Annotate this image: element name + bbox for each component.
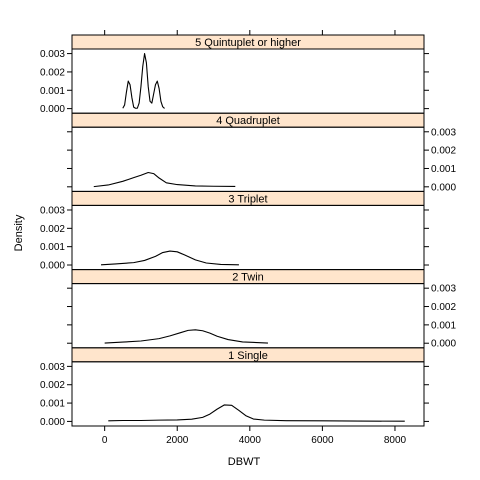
density-line-1-single (108, 404, 405, 422)
y-tick-label-1-single-3: 0.003 (40, 362, 65, 373)
plot-frame-4-quadruplet (71, 126, 425, 192)
density-line-3-triplet (100, 250, 239, 266)
y-tick-label-5-quintuplet-or-higher-3: 0.003 (40, 49, 65, 60)
y-tick-label-5-quintuplet-or-higher-0: 0.000 (40, 104, 65, 115)
strip-label-5-quintuplet-or-higher: 5 Quintuplet or higher (195, 37, 301, 49)
y-tick-label-1-single-2: 0.002 (40, 380, 65, 391)
y-tick-label-2-twin-2: 0.002 (431, 302, 456, 313)
x-tick-label-0: 0 (102, 435, 108, 446)
y-axis-label: Density (13, 214, 25, 251)
y-tick-label-2-twin-1: 0.001 (431, 320, 456, 331)
y-tick-label-3-triplet-3: 0.003 (40, 205, 65, 216)
y-tick-label-1-single-0: 0.000 (40, 417, 65, 428)
axes-layer: 0 2000 4000 6000 8000 (102, 30, 407, 446)
panel-3-triplet: 3 Triplet 0.000 0.001 0.002 0.003 (40, 190, 429, 272)
x-tick-label-2: 4000 (239, 435, 262, 446)
y-tick-label-4-quadruplet-2: 0.002 (431, 146, 456, 157)
y-tick-label-3-triplet-0: 0.000 (40, 261, 65, 272)
x-tick-label-1: 2000 (166, 435, 189, 446)
y-tick-label-3-triplet-1: 0.001 (40, 242, 65, 253)
y-tick-label-2-twin-3: 0.003 (431, 284, 456, 295)
panel-1-single: 1 Single 0.000 0.001 0.002 0.003 (40, 347, 429, 428)
x-axis-label: DBWT (228, 456, 261, 468)
panels-layer: 1 Single 0.000 0.001 0.002 0.003 2 Twin 0.000 0… (40, 34, 456, 428)
panel-4-quadruplet: 4 Quadruplet 0.000 0.001 0.002 0.003 (67, 112, 456, 193)
density-line-4-quadruplet (93, 171, 236, 188)
x-tick-label-3: 6000 (311, 435, 334, 446)
y-tick-label-1-single-1: 0.001 (40, 399, 65, 410)
density-line-5-quintuplet-or-higher (122, 53, 165, 109)
y-tick-label-4-quadruplet-1: 0.001 (431, 164, 456, 175)
y-tick-label-3-triplet-2: 0.002 (40, 224, 65, 235)
y-tick-label-2-twin-0: 0.000 (431, 339, 456, 350)
strip-label-4-quadruplet: 4 Quadruplet (216, 115, 280, 127)
strip-label-2-twin: 2 Twin (232, 272, 264, 284)
y-tick-label-5-quintuplet-or-higher-2: 0.002 (40, 67, 65, 78)
y-tick-label-5-quintuplet-or-higher-1: 0.001 (40, 86, 65, 97)
y-tick-label-4-quadruplet-0: 0.000 (431, 182, 456, 193)
plot-frame-3-triplet (71, 204, 425, 271)
panel-5-quintuplet-or-higher: 5 Quintuplet or higher 0.000 0.001 0.002 0.0… (40, 34, 429, 115)
x-tick-label-4: 8000 (384, 435, 407, 446)
y-tick-label-4-quadruplet-3: 0.003 (431, 127, 456, 138)
plot-frame-2-twin (71, 283, 425, 349)
plot-frame-1-single (71, 361, 425, 427)
plot-frame-5-quintuplet-or-higher (71, 48, 425, 114)
strip-label-1-single: 1 Single (228, 350, 268, 362)
panel-2-twin: 2 Twin 0.000 0.001 0.002 0.003 (67, 269, 456, 350)
density-line-2-twin (104, 329, 268, 344)
strip-label-3-triplet: 3 Triplet (228, 193, 267, 205)
